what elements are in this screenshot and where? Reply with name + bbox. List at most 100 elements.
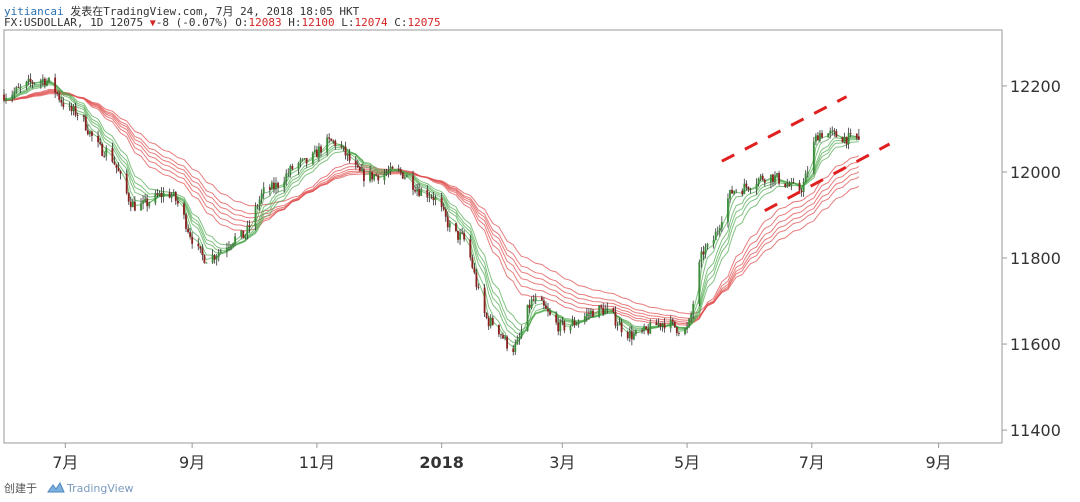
candle-body [698, 262, 701, 305]
candle-body [162, 192, 165, 197]
candle-body [692, 304, 695, 314]
candle-body [215, 256, 218, 260]
candle-body [105, 148, 108, 157]
candle-body [260, 193, 263, 200]
candle-body [677, 333, 680, 334]
candle-body [416, 189, 419, 192]
candle-body [246, 225, 249, 235]
candle-body [311, 152, 314, 164]
candle-body [140, 203, 142, 211]
candle-body [590, 310, 592, 314]
candle-body [790, 182, 793, 186]
candle-body [103, 155, 106, 157]
candle-body [547, 308, 549, 312]
candle-body [354, 160, 357, 166]
candle-body [459, 232, 461, 240]
candle-body [125, 173, 128, 194]
candle-body [41, 78, 44, 81]
candle-body [414, 189, 416, 192]
candle-body [225, 247, 228, 252]
slow-ema-line [3, 93, 860, 315]
candle-body [315, 149, 318, 158]
candle-body [31, 81, 34, 84]
candle-body [142, 200, 144, 204]
candle-body [626, 332, 629, 339]
candle-body [76, 115, 79, 116]
candle-body [369, 171, 371, 182]
candle-body [356, 165, 359, 167]
candle-body [203, 255, 206, 264]
candle-body [340, 146, 343, 148]
candle-body [647, 329, 650, 334]
candle-body [475, 272, 478, 287]
candle-body [258, 199, 261, 207]
candle-body [540, 297, 543, 301]
candle-body [802, 182, 805, 193]
candle-body [56, 92, 59, 94]
candle-body [671, 319, 674, 322]
x-tick-label: 9月 [179, 453, 205, 472]
candle-body [849, 133, 852, 134]
candle-body [571, 320, 574, 326]
candle-body [592, 310, 594, 317]
candle-body [360, 169, 363, 172]
candle-body [297, 163, 300, 170]
y-tick-label: 11800 [1010, 249, 1061, 268]
candle-body [487, 317, 490, 327]
candle-body [684, 329, 686, 334]
candle-body [283, 182, 286, 188]
candle-body [457, 230, 459, 240]
candle-body [289, 166, 292, 174]
candle-body [230, 245, 232, 247]
candle-body [483, 287, 486, 314]
candle-body [256, 206, 259, 208]
candle-body [461, 232, 464, 234]
candle-body [542, 300, 545, 306]
candle-body [606, 307, 609, 310]
candle-body [776, 173, 778, 176]
candle-body [491, 318, 494, 325]
candle-body [377, 175, 380, 181]
candle-body [262, 187, 265, 194]
candle-body [397, 168, 400, 170]
candle-body [720, 222, 723, 229]
x-tick-label: 3月 [549, 453, 575, 472]
candle-body [657, 323, 660, 325]
candle-body [285, 173, 288, 183]
down-triangle-icon: ▼ [149, 18, 156, 29]
candle-body [788, 184, 791, 186]
tradingview-brand[interactable]: TradingView [67, 482, 134, 495]
candle-body [383, 173, 386, 181]
fast-ema-line [3, 81, 859, 339]
x-tick-label: 2018 [419, 453, 464, 472]
candle-body [68, 105, 71, 107]
candle-body [749, 189, 752, 191]
candle-body [240, 230, 243, 237]
candle-body [399, 169, 402, 173]
y-axis: 11400 11600 11800 12000 12200 [1002, 77, 1061, 440]
publish-text: 发表在TradingView.com, 7月 24, 2018 18:05 HK… [70, 5, 360, 18]
candle-body [686, 326, 688, 330]
candle-body [43, 78, 46, 86]
candle-body [761, 175, 764, 180]
candle-body [489, 318, 492, 327]
candle-body [348, 153, 351, 161]
candle-body [27, 78, 30, 82]
candle-body [432, 197, 435, 201]
candle-body [234, 236, 237, 244]
candle-body [485, 313, 488, 318]
candle-body [19, 86, 22, 88]
candle-body [158, 192, 161, 196]
candle-body [330, 138, 333, 141]
candle-body [512, 348, 515, 352]
candle-body [733, 190, 736, 194]
candle-body [502, 335, 504, 339]
candle-body [111, 148, 114, 162]
candle-body [189, 231, 192, 237]
candle-body [426, 189, 429, 198]
author-name[interactable]: yitiancai [4, 5, 64, 18]
tradingview-logo-icon [47, 481, 65, 496]
candle-body [191, 236, 194, 244]
candle-body [516, 339, 519, 345]
